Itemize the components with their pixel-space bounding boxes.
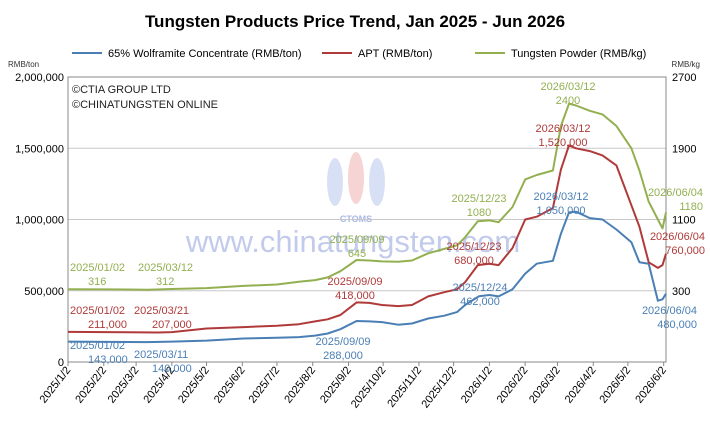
- annotation-date: 2025/09/09: [327, 276, 382, 288]
- annotation-value: 645: [348, 248, 366, 260]
- annotation-value: 1180: [679, 201, 703, 213]
- data-annotations: 2025/01/02 143,000 2025/03/11 140,000 2025/0…: [70, 81, 705, 375]
- annotation-value: 143,000: [88, 354, 128, 366]
- annotation-value: 462,000: [460, 296, 500, 308]
- annotation-date: 2025/03/21: [134, 305, 189, 317]
- left-axis-unit: RMB/ton: [8, 60, 39, 69]
- annotation-value: 760,000: [665, 245, 705, 257]
- y-left-tick-label: 1,000,000: [15, 215, 64, 227]
- annotation-date: 2026/03/12: [533, 191, 588, 203]
- watermark-logo-shape-middle: [348, 152, 364, 204]
- annotation-date: 2025/09/09: [315, 336, 370, 348]
- right-axis-unit: RMB/kg: [672, 60, 700, 69]
- annotation-date: 2025/12/23: [451, 193, 506, 205]
- y-left-tick-label: 500,000: [24, 286, 64, 298]
- series-line: [67, 210, 667, 344]
- chart-title: Tungsten Products Price Trend, Jan 2025 …: [145, 12, 565, 31]
- annotation-value: 140,000: [152, 363, 192, 375]
- copyright-line-1: ©CTIA GROUP LTD: [72, 84, 171, 96]
- legend-label: Tungsten Powder (RMB/kg): [511, 48, 646, 60]
- watermark-text: www.chinatungsten.com: [185, 224, 520, 259]
- legend: 65% Wolframite Concentrate (RMB/ton) APT …: [72, 48, 646, 60]
- annotation-date: 2025/12/24: [452, 282, 507, 294]
- series-line: [67, 144, 667, 334]
- annotation-value: 316: [88, 276, 106, 288]
- y-right-tick-label: 1900: [672, 143, 696, 155]
- annotation-date: 2025/03/11: [134, 349, 188, 361]
- series-lines: [67, 102, 667, 344]
- annotation-value: 1,520,000: [539, 137, 588, 149]
- annotation-value: 1080: [467, 207, 491, 219]
- annotation-date: 2026/06/04: [648, 187, 703, 199]
- annotation-value: 288,000: [323, 350, 363, 362]
- annotation-date: 2026/06/04: [650, 231, 705, 243]
- annotation-date: 2026/03/12: [535, 123, 590, 135]
- annotation-value: 211,000: [88, 319, 127, 331]
- annotation-value: 1,050,000: [537, 205, 586, 217]
- watermark-logo-shape-right: [369, 158, 385, 206]
- watermark-logo-shape-left: [327, 158, 343, 206]
- y-right-tick-label: 2700: [672, 72, 696, 84]
- annotation-value: 480,000: [657, 319, 697, 331]
- annotation-date: 2025/01/02: [70, 305, 125, 317]
- annotation-date: 2025/03/12: [138, 262, 193, 274]
- annotation-date: 2025/01/02: [70, 262, 125, 274]
- annotation-date: 2026/03/12: [540, 81, 595, 93]
- annotation-value: 207,000: [152, 319, 192, 331]
- annotation-value: 2400: [556, 95, 580, 107]
- annotation-value: 312: [156, 276, 174, 288]
- annotation-date: 2025/12/23: [446, 241, 501, 253]
- annotation-value: 680,000: [454, 255, 494, 267]
- legend-label: 65% Wolframite Concentrate (RMB/ton): [108, 48, 302, 60]
- annotation-date: 2026/06/04: [642, 305, 697, 317]
- y-right-tick-label: 1100: [672, 215, 696, 227]
- y-left-tick-label: 0: [58, 357, 64, 369]
- annotation-value: 418,000: [335, 290, 375, 302]
- y-right-tick-label: 300: [672, 286, 690, 298]
- copyright-line-2: ©CHINATUNGSTEN ONLINE: [72, 99, 218, 111]
- plot-area-border: [67, 76, 667, 363]
- series-line: [67, 102, 667, 291]
- y-left-tick-label: 1,500,000: [15, 143, 64, 155]
- y-left-tick-label: 2,000,000: [15, 72, 64, 84]
- annotation-date: 2025/01/02: [70, 340, 125, 352]
- legend-label: APT (RMB/ton): [358, 48, 432, 60]
- annotation-date: 2025/09/09: [329, 234, 384, 246]
